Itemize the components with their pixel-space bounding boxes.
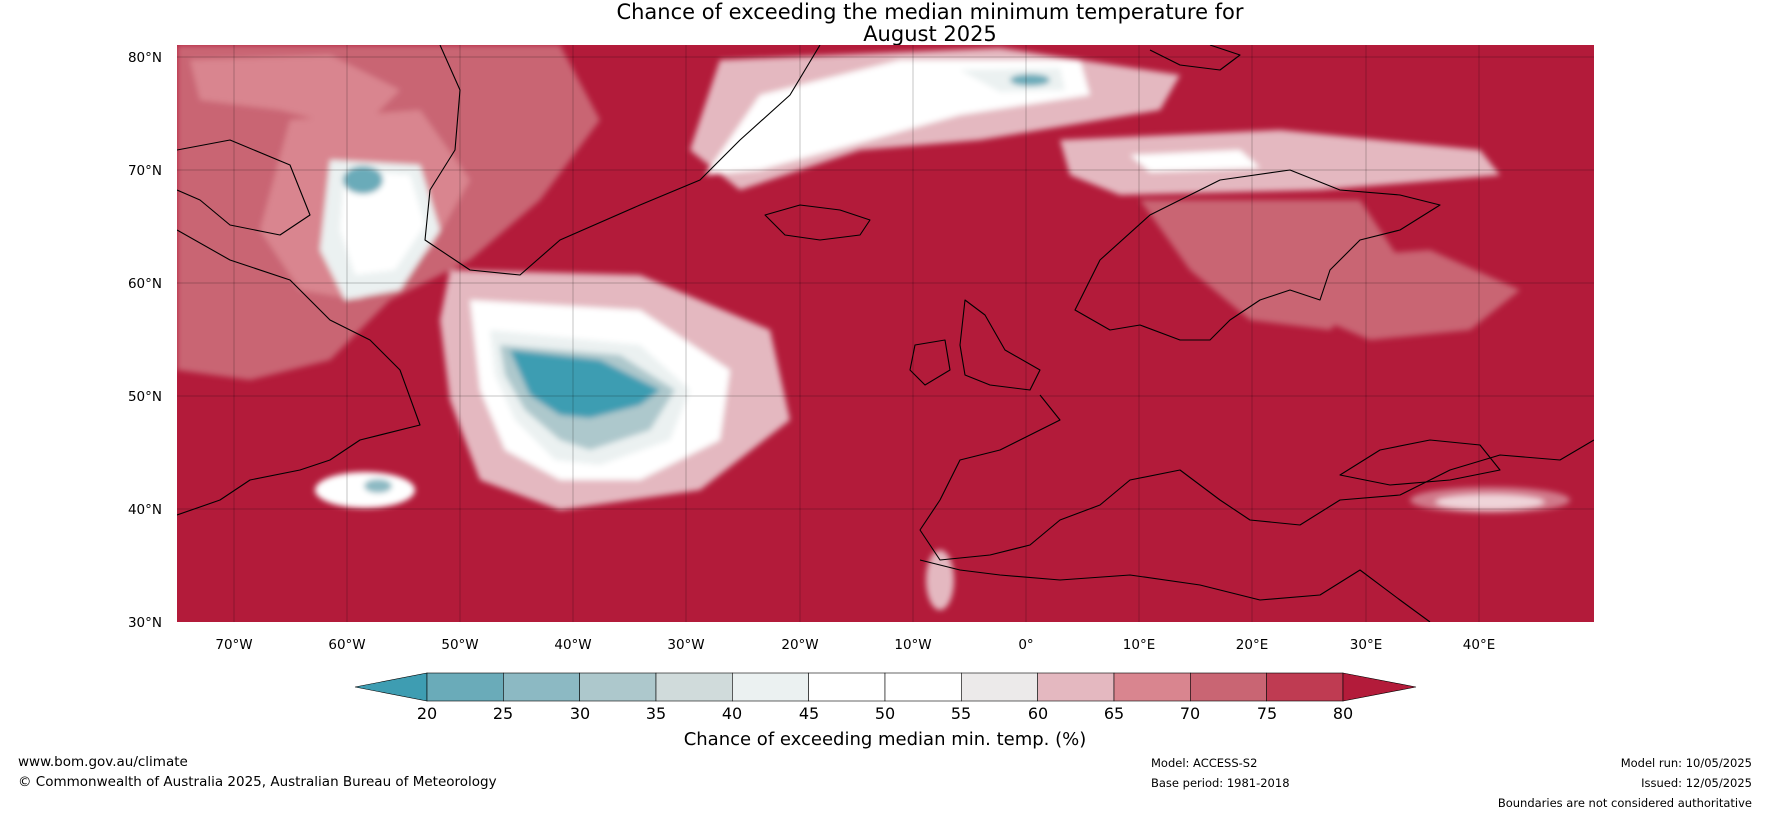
lon-tick-70w: 70°W [215, 637, 252, 653]
colorbar-cell [503, 672, 580, 702]
colorbar-tick: 60 [1028, 704, 1048, 723]
lon-tick-20e: 20°E [1236, 637, 1268, 653]
colorbar-left-extension [354, 672, 428, 702]
band-neutral-barents [1130, 150, 1260, 172]
colorbar-tick: 50 [875, 704, 895, 723]
colorbar-tick: 45 [799, 704, 819, 723]
svalbard-coast [1149, 45, 1241, 71]
colorbar-label: Chance of exceeding median min. temp. (%… [684, 729, 1087, 750]
colorbar-tick-labels: 20 25 30 35 40 45 50 55 60 65 70 75 80 [417, 704, 1353, 723]
band-neutral-nova-scotia [315, 472, 415, 508]
band-20-25-n-atlantic [510, 350, 660, 418]
footer-issued: Issued: 12/05/2025 [1641, 776, 1752, 790]
band-65-70-barents [1060, 130, 1500, 195]
black-sea-coast [1339, 439, 1501, 486]
lat-tick-80: 80°N [128, 50, 162, 66]
lon-tick-30e: 30°E [1350, 637, 1382, 653]
baffin-coast [177, 139, 311, 236]
lon-tick-40e: 40°E [1463, 637, 1495, 653]
band-25-cool-baffin [343, 166, 383, 194]
iceland-coast [764, 204, 871, 241]
band-neutral-baffin-inner [340, 170, 425, 275]
colorbar-cell [961, 672, 1038, 702]
colorbar-tick: 20 [417, 704, 437, 723]
colorbar-cells [426, 672, 1344, 702]
colorbar-tick: 30 [570, 704, 590, 723]
lon-tick-30w: 30°W [667, 637, 704, 653]
colorbar-cell [1113, 672, 1191, 702]
lon-tick-10w: 10°W [894, 637, 931, 653]
colorbar-cell [579, 672, 657, 702]
lon-tick-0: 0° [1018, 637, 1033, 653]
ireland-coast [909, 339, 951, 386]
colorbar-tick: 65 [1104, 704, 1124, 723]
band-neutral-arctic [705, 60, 1090, 175]
map-panel [177, 45, 1594, 622]
colorbar-tick: 25 [493, 704, 513, 723]
colorbar-right-extension [1342, 672, 1417, 702]
north-america-coast [177, 229, 421, 516]
map-title-line-1: Chance of exceeding the median minimum t… [616, 0, 1244, 24]
probability-fields [177, 45, 1570, 610]
band-65-turkey [1410, 487, 1570, 513]
band-35-nova-scotia [364, 479, 392, 493]
lat-tick-40: 40°N [128, 502, 162, 518]
footer-disclaimer: Boundaries are not considered authoritat… [1497, 796, 1752, 810]
lat-tick-60: 60°N [128, 276, 162, 292]
colorbar-tick: 40 [722, 704, 742, 723]
coastlines [177, 45, 1594, 622]
colorbar-cell [808, 672, 886, 702]
colorbar-tick: 70 [1180, 704, 1200, 723]
colorbar-tick: 35 [646, 704, 666, 723]
lon-tick-50w: 50°W [441, 637, 478, 653]
graticule [177, 45, 1594, 622]
greenland-coast [424, 45, 821, 276]
lon-tick-10e: 10°E [1123, 637, 1155, 653]
footer-model: Model: ACCESS-S2 [1151, 756, 1258, 770]
colorbar-cell [1266, 672, 1344, 702]
footer-model-run: Model run: 10/05/2025 [1620, 756, 1752, 770]
lat-tick-30: 30°N [128, 615, 162, 631]
colorbar-cell [426, 672, 504, 702]
map-title-line-2: August 2025 [863, 22, 997, 46]
band-70-75-eastern-europe [1290, 250, 1520, 340]
colorbar-cell [884, 672, 962, 702]
british-isles-coast [959, 299, 1041, 391]
band-30-svalbard [1010, 74, 1050, 86]
colorbar: 20 25 30 35 40 45 50 55 60 65 70 75 80 C… [354, 672, 1417, 750]
lon-tick-40w: 40°W [554, 637, 591, 653]
colorbar-cell [732, 672, 809, 702]
lat-tick-70: 70°N [128, 163, 162, 179]
footer-website: www.bom.gov.au/climate [18, 754, 188, 770]
footer-copyright: © Commonwealth of Australia 2025, Austra… [18, 774, 497, 790]
band-65-70-greenland [190, 55, 400, 130]
longitude-labels: 70°W 60°W 50°W 40°W 30°W 20°W 10°W 0° 10… [215, 637, 1495, 653]
colorbar-tick: 75 [1257, 704, 1277, 723]
colorbar-tick: 55 [951, 704, 971, 723]
africa-coast [919, 559, 1431, 622]
lat-tick-50: 50°N [128, 389, 162, 405]
band-65-morocco [926, 550, 954, 610]
colorbar-cell [655, 672, 733, 702]
lon-tick-20w: 20°W [781, 637, 818, 653]
colorbar-cell [1037, 672, 1115, 702]
colorbar-cell [1190, 672, 1267, 702]
latitude-labels: 80°N 70°N 60°N 50°N 40°N 30°N [128, 50, 162, 631]
colorbar-tick: 80 [1333, 704, 1353, 723]
footer-base-period: Base period: 1981-2018 [1151, 776, 1290, 790]
lon-tick-60w: 60°W [328, 637, 365, 653]
scandinavia-coast [1074, 169, 1441, 341]
